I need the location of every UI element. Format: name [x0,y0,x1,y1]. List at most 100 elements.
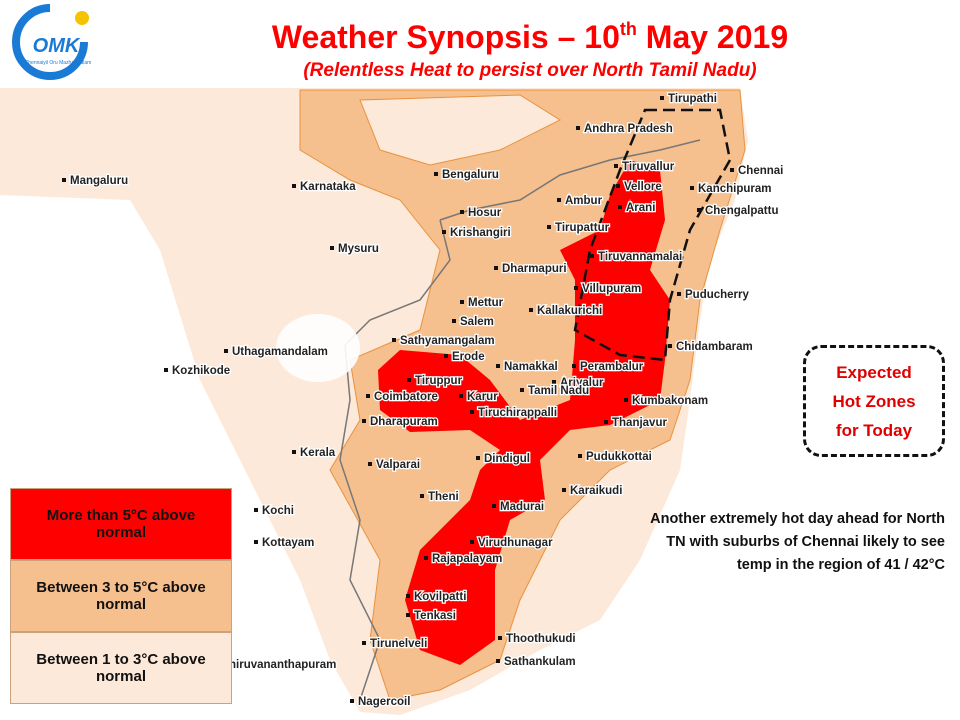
legend-item: Between 1 to 3°C above normal [10,632,232,704]
place-marker [660,96,664,100]
title: Weather Synopsis – 10th May 2019 [272,19,788,55]
place-marker [562,488,566,492]
logo-sun [75,11,89,25]
place-marker [496,659,500,663]
place-marker [578,454,582,458]
place-label: Tirupattur [555,222,610,234]
place-marker [224,349,228,353]
place-label: Andhra Pradesh [584,123,673,135]
place-label: Tamil Nadu [528,385,589,397]
legend-item: More than 5°C above normal [10,488,232,560]
place-label: Virudhunagar [478,537,553,549]
place-label: Mettur [468,297,504,309]
place-label: Rajapalayam [432,553,502,565]
note: Another extremely hot day ahead for Nort… [650,511,945,573]
place-label: Tiruvannamalai [598,251,682,263]
place-label: Kottayam [262,537,314,549]
place-label: Tiruvallur [622,161,675,173]
place-label: Tiruppur [415,375,463,387]
nilgiris-highlight [276,314,360,382]
place-label: Sathankulam [504,656,576,668]
place-marker [590,254,594,258]
place-label: Villupuram [582,283,641,295]
logo-text: OMK [33,35,81,57]
place-label: Valparai [376,459,420,471]
place-label: Mysuru [338,243,379,255]
place-marker [470,410,474,414]
place-label: Arani [626,202,655,214]
place-label: Nagercoil [358,696,410,708]
place-labels: Tirupathi Andhra Pradesh Tiruvallur Chennai… [62,92,785,709]
place-marker [668,344,672,348]
place-label: Kerala [300,447,336,459]
place-marker [368,462,372,466]
place-label: Karnataka [300,181,356,193]
legend-label: More than 5°C above normal [46,507,196,541]
place-label: Thanjavur [612,417,667,429]
place-label: Karur [467,391,498,403]
legend-label: Between 1 to 3°C above normal [36,651,206,685]
place-label: Kovilpatti [414,591,466,603]
place-marker [574,286,578,290]
place-marker [392,338,396,342]
place-marker [547,225,551,229]
place-label: Uthagamandalam [232,346,328,358]
place-marker [452,319,456,323]
place-label: Thiruvananthapuram [222,659,336,671]
logo-ring [12,4,88,80]
place-marker [470,540,474,544]
place-marker [614,164,618,168]
place-marker [362,641,366,645]
place-label: Tenkasi [414,610,456,622]
place-marker [164,368,168,372]
place-label: Chennai [738,165,783,177]
place-label: Tirupathi [668,93,717,105]
place-label: Salem [460,316,494,328]
place-label: Vellore [624,181,662,193]
place-marker [492,504,496,508]
place-marker [677,292,681,296]
place-label: Kallakurichi [537,305,602,317]
legend-item: Between 3 to 5°C above normal [10,560,232,632]
place-marker [420,494,424,498]
place-label: Dharmapuri [502,263,567,275]
place-marker [406,613,410,617]
place-marker [292,184,296,188]
place-marker [434,172,438,176]
place-label: Pudukkottai [586,451,652,463]
place-marker [624,398,628,402]
legend-label: Between 3 to 5°C above normal [36,579,206,613]
place-label: Chengalpattu [705,205,778,217]
place-label: Ariyalur [560,377,604,389]
place-marker [616,184,620,188]
place-marker [572,364,576,368]
place-label: Dindigul [484,453,530,465]
place-marker [292,450,296,454]
place-marker [498,636,502,640]
place-label: Kumbakonam [632,395,708,407]
place-marker [330,246,334,250]
place-label: Erode [452,351,485,363]
place-label: Kanchipuram [698,183,772,195]
place-label: Krishangiri [450,227,511,239]
place-marker [690,186,694,190]
place-label: Chidambaram [676,341,753,353]
hot-zone-outline [573,108,732,362]
place-marker [529,308,533,312]
zone-hot [378,160,670,665]
place-label: Karaikudi [570,485,622,497]
place-marker [476,456,480,460]
place-marker [557,198,561,202]
subtitle: (Relentless Heat to persist over North T… [303,60,756,81]
place-marker [362,419,366,423]
title-part: Weather Synopsis – 10 [272,19,620,55]
place-label: Kozhikode [172,365,230,377]
place-label: Thoothukudi [506,633,576,645]
place-marker [366,394,370,398]
place-label: Puducherry [685,289,750,301]
state-border [339,139,701,701]
place-label: Dharapuram [370,416,438,428]
place-label: Theni [428,491,459,503]
